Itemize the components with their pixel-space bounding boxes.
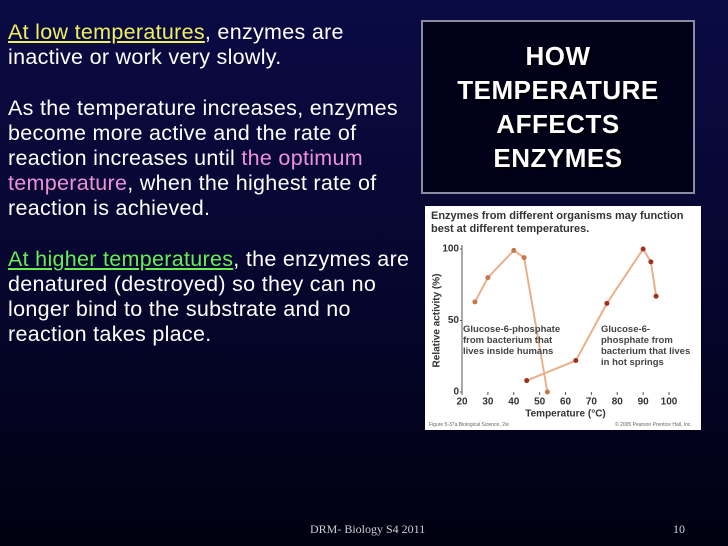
x-tick-label: 70 [586,397,598,408]
data-point [521,255,527,261]
x-tick-label: 80 [612,397,624,408]
text-run: , the enzymes are denatured (destroyed) … [8,247,410,346]
paragraph: As the temperature increases, enzymes be… [8,96,410,221]
footer: DRM- Biology S4 2011 [310,522,426,536]
plot: 0 50 100 20 30 40 50 60 70 80 90 100 Temperature (°C… [432,244,678,420]
data-point [511,247,517,253]
data-point [544,389,550,395]
x-tick-label: 100 [661,397,678,408]
y-axis-label: Relative activity (%) [432,274,443,368]
body-text: At low temperatures, enzymes are inactiv… [8,20,410,373]
data-point [573,358,579,364]
credit: © 2005 Pearson Prentice Hall, Inc. [615,422,692,428]
data-point [472,299,478,305]
slide-title: HOW TEMPERATURE AFFECTS ENZYMES [457,41,659,173]
paragraph: At low temperatures, enzymes are inactiv… [8,20,410,70]
text-run: the optimum temperature [8,146,363,195]
chart-title: Enzymes from different organisms may fun… [431,210,684,235]
y-tick-label: 100 [442,244,459,255]
data-point [604,300,610,306]
text-run: At low temperatures [8,20,205,44]
text-run: At higher temperatures [8,247,234,271]
title-box: HOW TEMPERATURE AFFECTS ENZYMES [421,20,695,194]
data-point [640,246,646,252]
series-line [474,249,549,393]
data-point [524,378,530,384]
data-point [485,275,491,281]
x-tick-label: 50 [534,397,546,408]
x-axis-label: Temperature (°C) [525,409,606,420]
chart: Enzymes from different organisms may fun… [425,206,701,430]
x-tick-label: 60 [560,397,572,408]
data-point [653,293,659,299]
text-run: , when the highest rate of reaction is a… [8,171,377,220]
text-run: As the temperature increases, enzymes be… [8,96,398,170]
text-run: , enzymes are inactive or work very slow… [8,20,344,69]
x-tick-label: 40 [508,397,520,408]
series-label: Glucose-6-phosphate from bacterium that … [601,324,691,368]
page-number: 10 [673,522,685,536]
y-tick-label: 50 [448,315,460,326]
data-point [648,259,654,265]
credit: Figure 5-37a Biological Science, 2/e [429,422,510,428]
series-label: Glucose-6-phosphate from bacterium that … [463,324,561,357]
paragraph: At higher temperatures, the enzymes are … [8,247,410,347]
x-tick-label: 30 [482,397,494,408]
x-tick-label: 90 [638,397,650,408]
x-tick-label: 20 [456,397,468,408]
y-tick-label: 0 [453,387,459,398]
series-line [526,247,658,382]
